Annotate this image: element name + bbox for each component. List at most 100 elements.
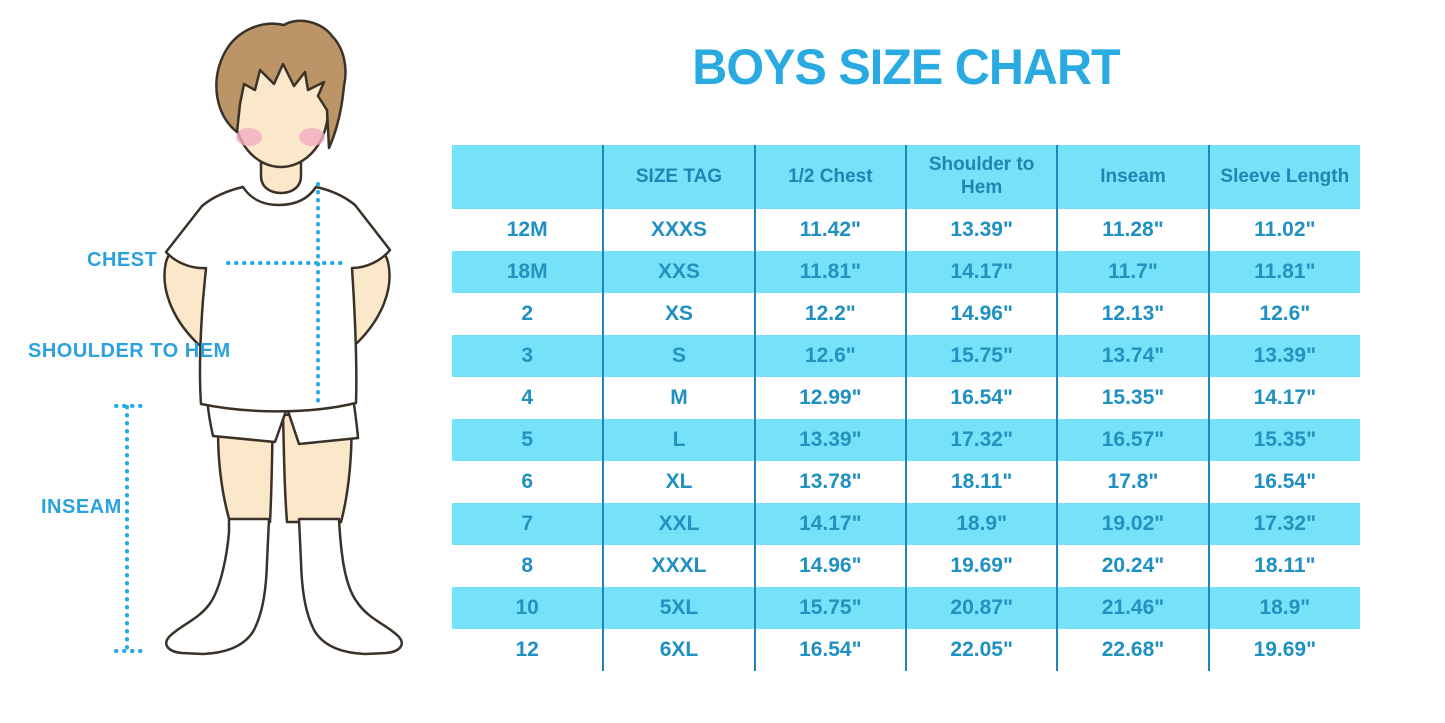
measurement-cell: 11.81" — [1207, 251, 1360, 293]
measurement-cell: 13.39" — [904, 209, 1058, 251]
row-age-size-cell: 7 — [452, 503, 604, 545]
measurement-figure: CHEST SHOULDER TO HEM INSEAM — [0, 0, 460, 723]
row-size-tag-cell: XXL — [602, 503, 755, 545]
measurement-cell: 12.13" — [1056, 293, 1209, 335]
boy-figure-illustration — [114, 19, 403, 656]
size-table-body: 12M XXXS 11.42" 13.39" 11.28" 11.02" 18M XXS 11.… — [452, 209, 1360, 671]
table-row: 4 M 12.99" 16.54" 15.35" 14.17" — [452, 377, 1360, 419]
row-age-size-cell: 3 — [452, 335, 604, 377]
size-table-header-row: SIZE TAG 1/2 Chest Shoulder to Hem Inseam Sl… — [452, 145, 1360, 209]
measurement-cell: 21.46" — [1056, 587, 1209, 629]
measurement-cell: 20.24" — [1056, 545, 1209, 587]
measurement-cell: 16.57" — [1056, 419, 1209, 461]
header-cell-empty — [452, 145, 604, 209]
measurement-cell: 20.87" — [904, 587, 1058, 629]
measurement-cell: 18.11" — [904, 461, 1058, 503]
row-size-tag-cell: XS — [602, 293, 755, 335]
row-age-size-cell: 12M — [452, 209, 604, 251]
header-cell: Inseam — [1056, 145, 1209, 209]
size-table-header: SIZE TAG 1/2 Chest Shoulder to Hem Inseam Sl… — [452, 145, 1360, 209]
row-age-size-cell: 4 — [452, 377, 604, 419]
measurement-cell: 13.74" — [1056, 335, 1209, 377]
measurement-cell: 15.35" — [1207, 419, 1360, 461]
table-row: 2 XS 12.2" 14.96" 12.13" 12.6" — [452, 293, 1360, 335]
measurement-cell: 14.17" — [1207, 377, 1360, 419]
measurement-cell: 14.96" — [904, 293, 1058, 335]
boy-left-cheek — [236, 128, 262, 146]
row-size-tag-cell: 5XL — [602, 587, 755, 629]
measurement-cell: 11.42" — [753, 209, 906, 251]
row-age-size-cell: 5 — [452, 419, 604, 461]
measurement-cell: 13.39" — [753, 419, 906, 461]
row-age-size-cell: 2 — [452, 293, 604, 335]
measurement-cell: 15.75" — [753, 587, 906, 629]
chest-label: CHEST — [87, 249, 158, 271]
measurement-cell: 18.9" — [1207, 587, 1360, 629]
table-row: 18M XXS 11.81" 14.17" 11.7" 11.81" — [452, 251, 1360, 293]
table-row: 6 XL 13.78" 18.11" 17.8" 16.54" — [452, 461, 1360, 503]
measurement-cell: 22.05" — [904, 629, 1058, 671]
measurement-cell: 13.78" — [753, 461, 906, 503]
inseam-label: INSEAM — [41, 496, 122, 518]
measurement-cell: 12.2" — [753, 293, 906, 335]
measurement-cell: 11.81" — [753, 251, 906, 293]
measurement-cell: 14.96" — [753, 545, 906, 587]
measurement-cell: 15.75" — [904, 335, 1058, 377]
row-size-tag-cell: M — [602, 377, 755, 419]
measurement-cell: 11.28" — [1056, 209, 1209, 251]
measurement-cell: 22.68" — [1056, 629, 1209, 671]
boy-right-sock — [297, 517, 403, 656]
row-size-tag-cell: XXS — [602, 251, 755, 293]
row-age-size-cell: 6 — [452, 461, 604, 503]
table-row: 12M XXXS 11.42" 13.39" 11.28" 11.02" — [452, 209, 1360, 251]
measurement-cell: 15.35" — [1056, 377, 1209, 419]
table-row: 3 S 12.6" 15.75" 13.74" 13.39" — [452, 335, 1360, 377]
table-row: 12 6XL 16.54" 22.05" 22.68" 19.69" — [452, 629, 1360, 671]
header-cell: Shoulder to Hem — [904, 145, 1058, 209]
header-cell: 1/2 Chest — [753, 145, 906, 209]
measurement-cell: 16.54" — [753, 629, 906, 671]
measurement-cell: 17.32" — [904, 419, 1058, 461]
shoulder-to-hem-label: SHOULDER TO HEM — [28, 340, 231, 362]
header-cell: Sleeve Length — [1207, 145, 1360, 209]
boy-right-cheek — [299, 128, 325, 146]
row-size-tag-cell: XXXL — [602, 545, 755, 587]
boy-hair — [215, 19, 347, 150]
measurement-cell: 19.02" — [1056, 503, 1209, 545]
measurement-cell: 19.69" — [904, 545, 1058, 587]
measurement-cell: 17.32" — [1207, 503, 1360, 545]
boy-tshirt — [164, 185, 392, 413]
measurement-cell: 16.54" — [904, 377, 1058, 419]
measurement-cell: 13.39" — [1207, 335, 1360, 377]
row-age-size-cell: 10 — [452, 587, 604, 629]
row-size-tag-cell: XXXS — [602, 209, 755, 251]
measurement-cell: 18.11" — [1207, 545, 1360, 587]
measurement-cell: 12.6" — [1207, 293, 1360, 335]
table-row: 8 XXXL 14.96" 19.69" 20.24" 18.11" — [452, 545, 1360, 587]
row-age-size-cell: 18M — [452, 251, 604, 293]
row-size-tag-cell: 6XL — [602, 629, 755, 671]
boy-left-sock — [165, 517, 271, 656]
measurement-cell: 17.8" — [1056, 461, 1209, 503]
row-age-size-cell: 12 — [452, 629, 604, 671]
size-table: SIZE TAG 1/2 Chest Shoulder to Hem Inseam Sl… — [452, 145, 1360, 671]
row-size-tag-cell: XL — [602, 461, 755, 503]
measurement-cell: 16.54" — [1207, 461, 1360, 503]
table-row: 5 L 13.39" 17.32" 16.57" 15.35" — [452, 419, 1360, 461]
measurement-cell: 12.99" — [753, 377, 906, 419]
measurement-cell: 19.69" — [1207, 629, 1360, 671]
page-title: BOYS SIZE CHART — [692, 39, 1120, 95]
header-cell: SIZE TAG — [602, 145, 755, 209]
row-size-tag-cell: S — [602, 335, 755, 377]
table-row: 7 XXL 14.17" 18.9" 19.02" 17.32" — [452, 503, 1360, 545]
measurement-cell: 18.9" — [904, 503, 1058, 545]
row-age-size-cell: 8 — [452, 545, 604, 587]
measurement-cell: 11.02" — [1207, 209, 1360, 251]
measurement-cell: 14.17" — [753, 503, 906, 545]
table-row: 10 5XL 15.75" 20.87" 21.46" 18.9" — [452, 587, 1360, 629]
measurement-cell: 11.7" — [1056, 251, 1209, 293]
row-size-tag-cell: L — [602, 419, 755, 461]
measurement-cell: 12.6" — [753, 335, 906, 377]
measurement-cell: 14.17" — [904, 251, 1058, 293]
